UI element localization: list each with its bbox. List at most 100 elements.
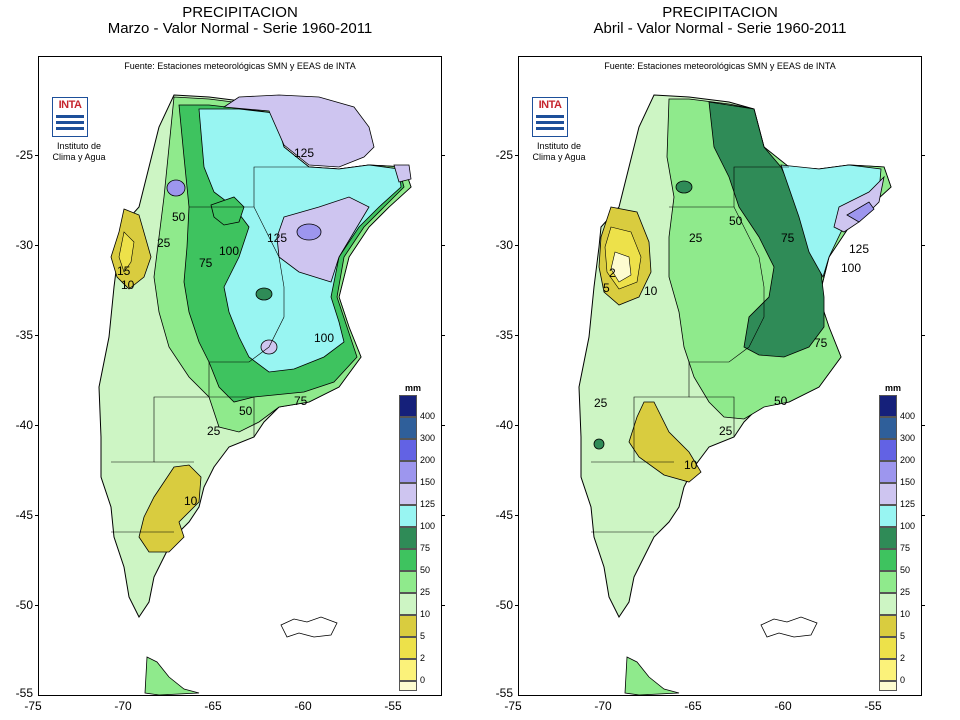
legend-label: 200: [900, 455, 916, 465]
legend-label: 2: [420, 653, 426, 663]
province-borders: [591, 166, 789, 533]
x-tick-label: -70: [594, 699, 612, 713]
logo-stripe: [56, 115, 84, 118]
logo-stripe: [536, 127, 564, 130]
y-tick-mark: [515, 605, 519, 606]
legend-label: 75: [900, 543, 911, 553]
region-2mm: [610, 251, 632, 283]
contour-label: 2: [609, 266, 616, 280]
y-tick-mark: [515, 515, 519, 516]
x-tick-label: -60: [294, 699, 312, 713]
map-subtitle: Abril - Valor Normal - Serie 1960-2011: [593, 20, 847, 37]
legend: mm 400 300 200 150 125 100 75 50 25 10: [879, 383, 919, 691]
y-tick-mark: [35, 335, 39, 336]
legend-swatch: [879, 505, 897, 527]
region-125mm: [222, 94, 375, 168]
region-125mm: [276, 196, 370, 283]
map-title: PRECIPITACION: [662, 4, 778, 21]
contour-label: 125: [267, 231, 287, 245]
legend-label: 400: [420, 411, 436, 421]
y-tick-label: -40: [495, 418, 513, 432]
contour-label: 50: [774, 394, 788, 408]
contour-label: 100: [314, 331, 334, 345]
y-tick-mark: [441, 515, 445, 516]
x-tick-label: -65: [684, 699, 702, 713]
legend-swatch: [879, 659, 897, 681]
legend-label: 5: [420, 631, 426, 641]
contour-label: 25: [719, 424, 733, 438]
legend-swatch: [399, 681, 417, 691]
contour-label: 10: [684, 458, 698, 472]
legend-swatch: [399, 593, 417, 615]
province-borders: [111, 166, 309, 533]
y-tick-mark: [441, 425, 445, 426]
region-150mm: [846, 201, 875, 223]
logo-stripe: [56, 127, 84, 130]
legend-unit: mm: [884, 383, 901, 393]
y-tick-mark: [515, 245, 519, 246]
y-tick-mark: [441, 335, 445, 336]
legend-swatch: [399, 659, 417, 681]
legend-label: 50: [900, 565, 911, 575]
legend-swatch: [399, 549, 417, 571]
y-tick-mark: [35, 245, 39, 246]
contour-label: 10: [644, 284, 658, 298]
legend-swatch: [879, 593, 897, 615]
y-tick-label: -40: [15, 418, 33, 432]
institute-label: Instituto de Clima y Agua: [532, 141, 586, 162]
contour-label: 25: [157, 236, 171, 250]
legend-label: 0: [420, 675, 426, 685]
y-tick-mark: [441, 155, 445, 156]
legend-swatch: [879, 527, 897, 549]
y-tick-mark: [921, 605, 925, 606]
x-tick-label: -75: [504, 699, 522, 713]
legend-label: 75: [420, 543, 431, 553]
y-tick-mark: [515, 155, 519, 156]
contour-label: 75: [294, 394, 308, 408]
y-tick-label: -30: [15, 238, 33, 252]
contour-label: 50: [172, 210, 186, 224]
y-tick-label: -35: [495, 328, 513, 342]
legend-swatch: [879, 439, 897, 461]
contour-label: 100: [219, 244, 239, 258]
y-tick-label: -55: [15, 686, 33, 700]
map-subtitle: Marzo - Valor Normal - Serie 1960-2011: [107, 20, 373, 37]
contour-label: 10: [121, 278, 135, 292]
legend-label: 125: [420, 499, 436, 509]
region-10mm: [138, 464, 202, 553]
contour-label: 50: [729, 214, 743, 228]
contour-labels: 125 125 100 100 75 75 50 50 25 25 10 10 …: [117, 146, 334, 508]
legend-label: 10: [900, 609, 911, 619]
legend-swatch: [399, 395, 417, 417]
logo-stripe: [56, 121, 84, 124]
contour-label: 125: [294, 146, 314, 160]
y-tick-mark: [35, 155, 39, 156]
map-panel-marzo: PRECIPITACION Marzo - Valor Normal - Ser…: [15, 4, 445, 713]
y-tick-label: -25: [15, 148, 33, 162]
tierra-del-fuego: [624, 656, 680, 695]
region-75mm: [210, 196, 245, 226]
contour-label: 15: [117, 264, 131, 278]
x-tick-label: -60: [774, 699, 792, 713]
map-frame: Fuente: Estaciones meteorológicas SMN y …: [496, 56, 925, 700]
legend-label: 0: [900, 675, 906, 685]
y-tick-label: -35: [15, 328, 33, 342]
legend-label: 100: [420, 521, 436, 531]
y-tick-label: -50: [495, 598, 513, 612]
inta-logo: INTA: [532, 97, 568, 137]
legend-label: 150: [900, 477, 916, 487]
y-tick-mark: [515, 425, 519, 426]
legend-swatch: [399, 615, 417, 637]
legend-label: 150: [420, 477, 436, 487]
logo-stripe: [536, 121, 564, 124]
legend-swatch: [399, 571, 417, 593]
legend-label: 5: [900, 631, 906, 641]
legend-label: 2: [900, 653, 906, 663]
contour-label: 5: [603, 281, 610, 295]
y-tick-mark: [441, 245, 445, 246]
region-150mm: [296, 223, 322, 241]
x-tick-label: -70: [114, 699, 132, 713]
y-tick-mark: [921, 155, 925, 156]
argentina-map-marzo: 125 125 100 100 75 75 50 50 25 25 10 10 …: [98, 94, 412, 695]
contour-label: 25: [689, 231, 703, 245]
